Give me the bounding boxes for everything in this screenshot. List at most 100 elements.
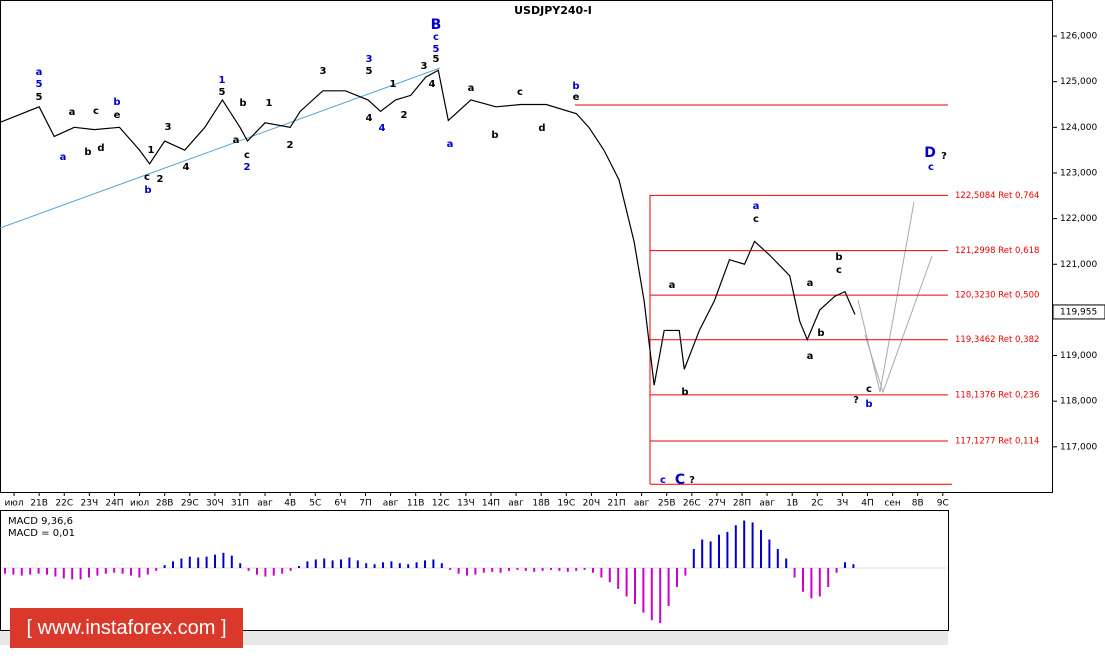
wave-label: a [447, 139, 454, 150]
wave-label: c [144, 172, 150, 183]
fib-label: 120,3230 Ret 0,500 [955, 291, 1039, 301]
x-tick-label: 29С [181, 499, 199, 509]
wave-label: b [572, 81, 579, 92]
wave-label: 5 [366, 66, 373, 77]
wave-label: c [517, 87, 523, 98]
wave-label: b [681, 387, 688, 398]
x-tick-label: 28П [733, 499, 751, 509]
wave-label: e [573, 92, 580, 103]
x-tick-label: 12С [432, 499, 450, 509]
y-tick-label: 122,000 [1060, 214, 1097, 224]
x-tick-label: 18В [532, 499, 550, 509]
wave-label: b [144, 185, 151, 196]
wave-label: C [675, 472, 685, 488]
wave-label: 3 [165, 122, 172, 133]
fib-label: 119,3462 Ret 0,382 [955, 335, 1039, 345]
wave-label: ? [941, 151, 947, 162]
wave-label: e [114, 110, 121, 121]
fib-label: 121,2998 Ret 0,618 [955, 246, 1039, 256]
wave-label: 4 [379, 123, 386, 134]
wave-label: 5 [219, 87, 226, 98]
x-tick-label: 21П [607, 499, 625, 509]
wave-label: c [753, 214, 759, 225]
x-tick-label: 21В [30, 499, 48, 509]
wave-label: 4 [366, 113, 373, 124]
wave-label: b [239, 98, 246, 109]
wave-label: 4 [429, 79, 436, 90]
x-tick-label: 11В [407, 499, 425, 509]
x-tick-label: 14П [482, 499, 500, 509]
y-tick-label: 123,000 [1060, 168, 1097, 178]
x-tick-label: 5С [309, 499, 321, 509]
x-tick-label: 3Ч [836, 499, 848, 509]
price-frame [0, 0, 1053, 493]
fib-label: 117,1277 Ret 0,114 [955, 436, 1039, 446]
x-tick-label: 4П [861, 499, 874, 509]
x-tick-label: 31П [231, 499, 249, 509]
wave-label: b [865, 399, 872, 410]
x-tick-label: сен [884, 499, 900, 509]
wave-label: 1 [148, 145, 155, 156]
x-tick-label: 22С [55, 499, 73, 509]
y-tick-label: 125,000 [1060, 77, 1097, 87]
x-tick-label: июл [4, 499, 23, 509]
wave-label: a [669, 280, 676, 291]
y-tick-label: 119,000 [1060, 351, 1097, 361]
price-line [0, 69, 856, 386]
wave-label: a [753, 201, 760, 212]
wave-label: c [928, 162, 934, 173]
wave-label: 3 [366, 54, 373, 65]
x-tick-label: авг [383, 499, 399, 509]
wave-label: d [538, 123, 545, 134]
wave-label: ? [853, 395, 859, 406]
y-tick-label: 118,000 [1060, 397, 1097, 407]
x-tick-label: 9С [937, 499, 949, 509]
x-tick-label: 1В [786, 499, 798, 509]
fib-label: 118,1376 Ret 0,236 [955, 390, 1039, 400]
wave-label: 5 [433, 44, 440, 55]
x-tick-label: 2С [811, 499, 823, 509]
wave-label: a [807, 351, 814, 362]
trend-line [0, 67, 441, 229]
watermark: [ www.instaforex.com ] [10, 608, 243, 648]
wave-label: b [113, 97, 120, 108]
wave-label: d [97, 143, 104, 154]
last-price-label: 119,955 [1060, 307, 1097, 317]
x-tick-label: 19С [557, 499, 575, 509]
fib-label: 122,5084 Ret 0,764 [955, 191, 1039, 201]
wave-label: 3 [320, 66, 327, 77]
wave-label: c [836, 265, 842, 276]
y-tick-label: 124,000 [1060, 123, 1097, 133]
wave-label: ? [689, 475, 695, 486]
wave-label: 1 [390, 79, 397, 90]
x-tick-label: 24П [105, 499, 123, 509]
projection [864, 255, 933, 394]
wave-label: 1 [219, 75, 226, 86]
wave-label: b [817, 328, 824, 339]
wave-label: 5 [36, 92, 43, 103]
wave-label: a [69, 107, 76, 118]
chart-title: USDJPY240-I [514, 4, 592, 17]
x-tick-label: 13Ч [457, 499, 475, 509]
wave-label: 2 [244, 162, 251, 173]
x-tick-label: июл [130, 499, 149, 509]
wave-label: 2 [287, 140, 294, 151]
x-tick-label: 6Ч [334, 499, 346, 509]
x-tick-label: 20Ч [583, 499, 601, 509]
wave-label: c [93, 106, 99, 117]
x-tick-label: авг [508, 499, 524, 509]
wave-label: 4 [183, 162, 190, 173]
y-tick-label: 126,000 [1060, 32, 1097, 42]
wave-label: a [233, 135, 240, 146]
x-tick-label: 27Ч [708, 499, 726, 509]
wave-label: a [60, 152, 67, 163]
wave-label: 2 [157, 174, 164, 185]
x-tick-label: авг [257, 499, 273, 509]
macd-subtitle: MACD = 0,01 [8, 528, 75, 539]
wave-label: B [431, 17, 442, 33]
macd-title: MACD 9,36,6 [8, 516, 73, 527]
x-tick-label: 7П [359, 499, 372, 509]
wave-label: 3 [421, 61, 428, 72]
